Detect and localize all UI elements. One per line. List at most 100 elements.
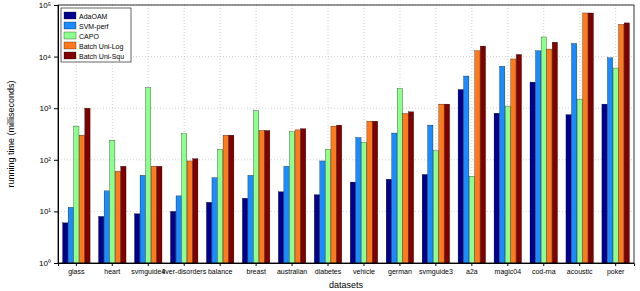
- bar: [135, 214, 140, 263]
- bar: [79, 135, 84, 263]
- legend-label: CAPO: [79, 33, 99, 40]
- grid: [58, 5, 634, 263]
- bar: [552, 42, 557, 263]
- tick-mark: [54, 5, 58, 6]
- bar: [392, 133, 397, 263]
- tick-label: poker: [607, 268, 625, 276]
- bar: [193, 159, 198, 263]
- tick: 10¹: [39, 207, 58, 216]
- bar: [619, 24, 624, 263]
- bar: [284, 166, 289, 263]
- bar: [458, 90, 463, 263]
- bar: [428, 125, 433, 263]
- bar: [505, 106, 510, 263]
- tick-label: svmguide4: [131, 268, 165, 276]
- bar: [259, 130, 264, 263]
- bar: [74, 126, 79, 263]
- tick: glass: [68, 263, 85, 276]
- tick: magic04: [495, 263, 522, 276]
- tick: poker: [607, 263, 625, 276]
- tick: svmguide4: [131, 263, 165, 276]
- bar: [278, 192, 283, 263]
- bar: [583, 13, 588, 263]
- tick-label: acoustic: [567, 268, 593, 275]
- y-axis: 10⁰10¹10²10³10⁴10⁵: [39, 1, 59, 268]
- bar: [115, 171, 120, 263]
- legend-box: [61, 8, 131, 62]
- bar: [320, 161, 325, 263]
- bar: [68, 207, 73, 263]
- bar: [480, 46, 485, 263]
- bar: [350, 182, 355, 263]
- bar: [170, 211, 175, 263]
- tick-label: diabetes: [315, 268, 342, 275]
- tick-mark: [54, 160, 58, 161]
- axis-line: [59, 264, 635, 267]
- bar: [182, 134, 187, 263]
- tick-mark: [543, 263, 544, 266]
- bar: [433, 151, 438, 263]
- bar: [516, 54, 521, 263]
- tick: a2a: [466, 263, 478, 275]
- tick: german: [388, 263, 412, 276]
- tick-label: australian: [277, 268, 307, 275]
- bar: [408, 112, 413, 263]
- tick-label: 10⁵: [39, 1, 51, 10]
- bar: [566, 115, 571, 263]
- tick-mark: [399, 263, 400, 266]
- bar: [289, 132, 294, 263]
- tick: heart: [104, 263, 120, 275]
- tick: svmguide3: [419, 263, 453, 276]
- bar: [541, 37, 546, 263]
- legend-swatch: [64, 22, 76, 29]
- bar: [572, 43, 577, 263]
- legend-label: SVM-perf: [79, 23, 109, 31]
- bar: [314, 195, 319, 263]
- bar: [588, 13, 593, 263]
- tick-mark: [363, 263, 364, 266]
- tick-mark: [54, 263, 58, 264]
- axis-line: [54, 6, 59, 264]
- bar: [367, 121, 372, 263]
- bar: [336, 125, 341, 263]
- tick-label: 10²: [39, 156, 51, 165]
- tick-label: german: [388, 268, 412, 276]
- tick-mark: [112, 263, 113, 266]
- tick-label: heart: [104, 268, 120, 275]
- tick: 10³: [39, 104, 58, 113]
- series: [68, 43, 613, 263]
- bar: [439, 104, 444, 263]
- bar: [151, 166, 156, 263]
- tick-mark: [148, 263, 149, 266]
- plot-frame: [58, 5, 634, 263]
- tick: 10⁵: [39, 1, 58, 10]
- bar: [536, 51, 541, 263]
- tick-mark: [76, 263, 77, 266]
- tick-mark: [615, 263, 616, 266]
- bar: [397, 89, 402, 263]
- bar: [187, 161, 192, 263]
- legend-swatch: [64, 12, 76, 19]
- bar: [176, 196, 181, 263]
- legend-swatch: [64, 42, 76, 49]
- bar: [253, 111, 258, 263]
- tick-label: 10⁴: [39, 53, 52, 62]
- series: [74, 37, 619, 263]
- bar: [104, 191, 109, 263]
- bar: [85, 108, 90, 263]
- tick-label: glass: [68, 268, 85, 276]
- tick-label: cod-rna: [532, 268, 556, 275]
- tick: 10⁴: [39, 53, 58, 62]
- legend-swatch: [64, 52, 76, 59]
- bar: [624, 23, 629, 263]
- tick-mark: [54, 108, 58, 109]
- bar: [218, 149, 223, 263]
- bar: [157, 166, 162, 263]
- bar: [361, 142, 366, 263]
- tick: diabetes: [315, 263, 342, 275]
- bar: [422, 174, 427, 263]
- bar: [140, 175, 145, 263]
- bar: [494, 113, 499, 263]
- bar: [99, 216, 104, 263]
- bar: [242, 198, 247, 263]
